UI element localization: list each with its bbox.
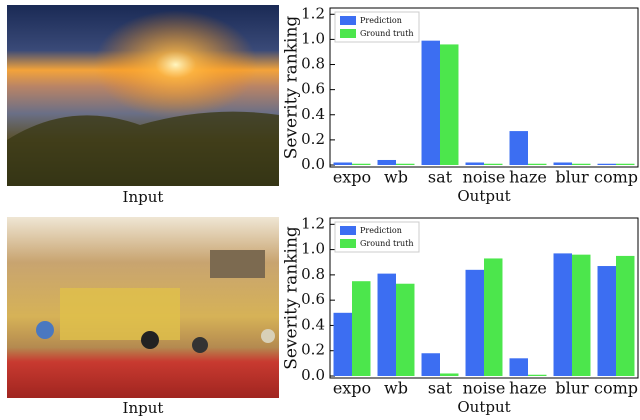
bar <box>333 312 352 376</box>
x-tick-label: blur <box>555 168 589 187</box>
bar <box>553 162 572 165</box>
bar <box>421 353 440 376</box>
bar <box>333 162 352 165</box>
bar <box>484 258 503 376</box>
bar <box>528 163 547 165</box>
x-axis-label: Output <box>457 187 510 205</box>
bar <box>396 283 415 376</box>
bar <box>377 273 396 376</box>
x-tick-label: haze <box>509 379 547 398</box>
x-tick-label: noise <box>463 168 506 187</box>
x-tick-label: sat <box>428 168 453 187</box>
legend-swatch <box>340 29 356 38</box>
bar <box>597 266 616 376</box>
y-tick-label: 0.8 <box>301 55 325 73</box>
x-tick-label: blur <box>555 379 589 398</box>
y-tick-label: 1.2 <box>301 4 325 22</box>
bar <box>572 163 591 165</box>
bar <box>616 163 635 165</box>
input-image-1 <box>7 5 279 186</box>
y-tick-label: 1.0 <box>301 240 325 258</box>
y-tick-label: 0.4 <box>301 105 325 123</box>
input-image-2 <box>7 217 279 398</box>
y-tick-label: 0.8 <box>301 265 325 283</box>
y-tick-label: 0.0 <box>301 155 325 173</box>
bar <box>616 255 635 376</box>
x-tick-label: comp <box>594 168 638 187</box>
y-tick-label: 1.2 <box>301 214 325 232</box>
y-tick-label: 0.6 <box>301 290 325 308</box>
legend-swatch <box>340 16 356 25</box>
y-tick-label: 0.2 <box>301 341 325 359</box>
y-tick-label: 0.0 <box>301 366 325 384</box>
x-tick-label: wb <box>384 379 408 398</box>
y-tick-label: 1.0 <box>301 29 325 47</box>
axes-frame <box>329 7 639 168</box>
x-tick-label: haze <box>509 168 547 187</box>
legend-swatch <box>340 239 356 248</box>
bar <box>440 44 459 166</box>
legend-label: Prediction <box>360 226 402 235</box>
bar <box>465 162 484 165</box>
bar <box>352 163 371 165</box>
x-tick-label: expo <box>333 168 371 187</box>
x-tick-label: noise <box>463 379 506 398</box>
bar <box>484 163 503 165</box>
y-axis-label: Severity ranking <box>282 16 302 160</box>
legend-swatch <box>340 226 356 235</box>
legend-label: Ground truth <box>360 29 414 38</box>
y-tick-label: 0.4 <box>301 315 325 333</box>
input-caption: Input <box>123 188 164 206</box>
bar <box>572 254 591 376</box>
bar <box>421 40 440 165</box>
y-axis-label: Severity ranking <box>282 226 302 370</box>
input-caption: Input <box>123 399 164 417</box>
bar <box>528 374 547 376</box>
legend-label: Ground truth <box>360 239 414 248</box>
bar <box>352 281 371 376</box>
bar <box>509 358 528 376</box>
bar <box>553 253 572 376</box>
bar <box>440 373 459 376</box>
x-tick-label: sat <box>428 379 453 398</box>
x-tick-label: wb <box>384 168 408 187</box>
legend-label: Prediction <box>360 16 402 25</box>
bar <box>396 163 415 165</box>
y-tick-label: 0.6 <box>301 80 325 98</box>
x-tick-label: expo <box>333 379 371 398</box>
x-tick-label: comp <box>594 379 638 398</box>
bar <box>377 159 396 165</box>
bar <box>465 269 484 376</box>
axes-frame <box>329 217 639 379</box>
bar <box>597 163 616 165</box>
x-axis-label: Output <box>457 398 510 416</box>
y-tick-label: 0.2 <box>301 130 325 148</box>
bar <box>509 131 528 165</box>
